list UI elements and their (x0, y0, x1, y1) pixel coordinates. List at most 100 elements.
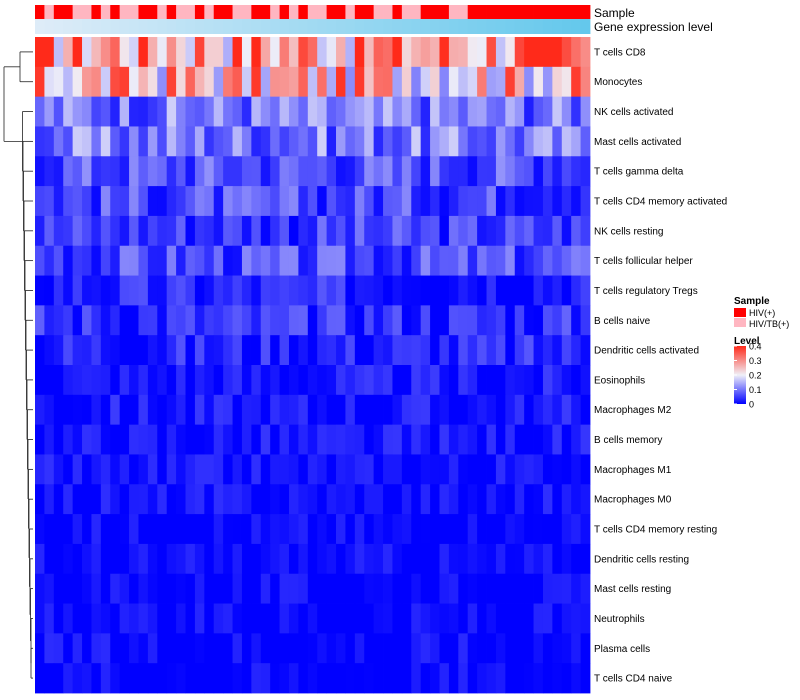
heatmap-cell (241, 335, 252, 366)
heatmap-cell (251, 96, 262, 127)
heatmap-cell (533, 633, 544, 664)
sample-annot-cell (420, 5, 431, 19)
heatmap-cell (420, 454, 431, 485)
row-label: NK cells resting (594, 226, 663, 237)
heatmap-cell (53, 424, 64, 455)
heatmap-cell (505, 603, 516, 634)
row-label: Macrophages M1 (594, 465, 672, 476)
heatmap-cell (524, 573, 534, 604)
heatmap-cell (524, 215, 534, 247)
heatmap-cell (495, 215, 506, 247)
heatmap-cell (552, 275, 563, 306)
expression-annot-cell (317, 19, 328, 34)
expression-annot-cell (326, 19, 337, 34)
heatmap-cell (35, 394, 45, 426)
heatmap-cell (251, 514, 262, 545)
heatmap-cell (194, 365, 205, 396)
heatmap-cell (119, 245, 130, 276)
heatmap-cell (44, 365, 55, 396)
heatmap-cell (176, 335, 186, 366)
heatmap-cell (383, 245, 393, 276)
heatmap-cell (467, 633, 478, 664)
heatmap-cell (458, 245, 469, 276)
heatmap-cell (401, 543, 412, 575)
heatmap-cell (260, 126, 271, 157)
heatmap-cell (336, 245, 346, 276)
heatmap-cell (44, 245, 55, 276)
heatmap-cell (505, 335, 516, 366)
expression-annot-cell (185, 19, 196, 34)
heatmap-cell (82, 454, 92, 485)
heatmap-cell (533, 215, 544, 247)
heatmap-cell (533, 245, 544, 276)
heatmap-cell (251, 454, 262, 485)
heatmap-cell (420, 275, 431, 306)
heatmap-cell (514, 663, 525, 694)
expression-annot-cell (53, 19, 64, 34)
heatmap-cell (336, 543, 346, 575)
heatmap-cell (495, 603, 506, 634)
heatmap-cell (467, 275, 478, 306)
heatmap-cell (383, 275, 393, 306)
heatmap-cell (383, 484, 393, 515)
heatmap-cell (53, 454, 64, 485)
heatmap-cell (100, 573, 111, 604)
sample-annot-cell (326, 5, 337, 19)
heatmap-cell (82, 514, 92, 545)
heatmap-cell (91, 514, 102, 545)
heatmap-cell (401, 514, 412, 545)
heatmap-cell (260, 633, 271, 664)
heatmap-cell (298, 305, 309, 336)
expression-annot-cell (232, 19, 243, 34)
heatmap-cell (72, 633, 83, 664)
heatmap-cell (279, 66, 290, 98)
sample-annot-cell (223, 5, 233, 19)
sample-annot-cell (514, 5, 525, 19)
heatmap-cell (439, 245, 450, 276)
heatmap-cell (307, 603, 318, 634)
heatmap-cell (63, 603, 74, 634)
heatmap-cell (110, 573, 121, 604)
heatmap-cell (448, 215, 459, 247)
sample-annot-cell (354, 5, 365, 19)
sample-annot-cell (138, 5, 149, 19)
heatmap-cell (44, 96, 55, 127)
heatmap-cell (166, 424, 177, 455)
heatmap-cell (194, 186, 205, 217)
sample-annot-cell (241, 5, 252, 19)
heatmap-cell (571, 365, 581, 396)
heatmap-cell (270, 126, 280, 157)
heatmap-cell (383, 335, 393, 366)
heatmap-cell (185, 96, 196, 127)
heatmap-cell (364, 484, 375, 515)
heatmap-cell (439, 663, 450, 694)
heatmap-cell (580, 215, 591, 247)
heatmap-cell (571, 514, 581, 545)
heatmap-cell (213, 37, 224, 68)
heatmap-cell (345, 454, 356, 485)
heatmap-cell (307, 394, 318, 426)
heatmap-cell (336, 156, 346, 187)
heatmap-cell (288, 186, 299, 217)
heatmap-cell (279, 543, 290, 575)
heatmap-cell (72, 484, 83, 515)
heatmap-cell (580, 365, 591, 396)
heatmap-cell (223, 394, 233, 426)
heatmap-cell (524, 275, 534, 306)
heatmap-cell (53, 275, 64, 306)
sample-annot-cell (345, 5, 356, 19)
heatmap-cell (72, 186, 83, 217)
heatmap-cell (552, 96, 563, 127)
heatmap-cell (561, 514, 572, 545)
heatmap-cell (35, 454, 45, 485)
heatmap-cell (505, 573, 516, 604)
heatmap-cell (157, 424, 168, 455)
heatmap-cell (129, 275, 139, 306)
heatmap-cell (53, 484, 64, 515)
heatmap-cell (44, 573, 55, 604)
heatmap-cell (176, 394, 186, 426)
heatmap-cell (580, 96, 591, 127)
heatmap-cell (166, 126, 177, 157)
heatmap-cell (185, 275, 196, 306)
heatmap-cell (392, 514, 403, 545)
